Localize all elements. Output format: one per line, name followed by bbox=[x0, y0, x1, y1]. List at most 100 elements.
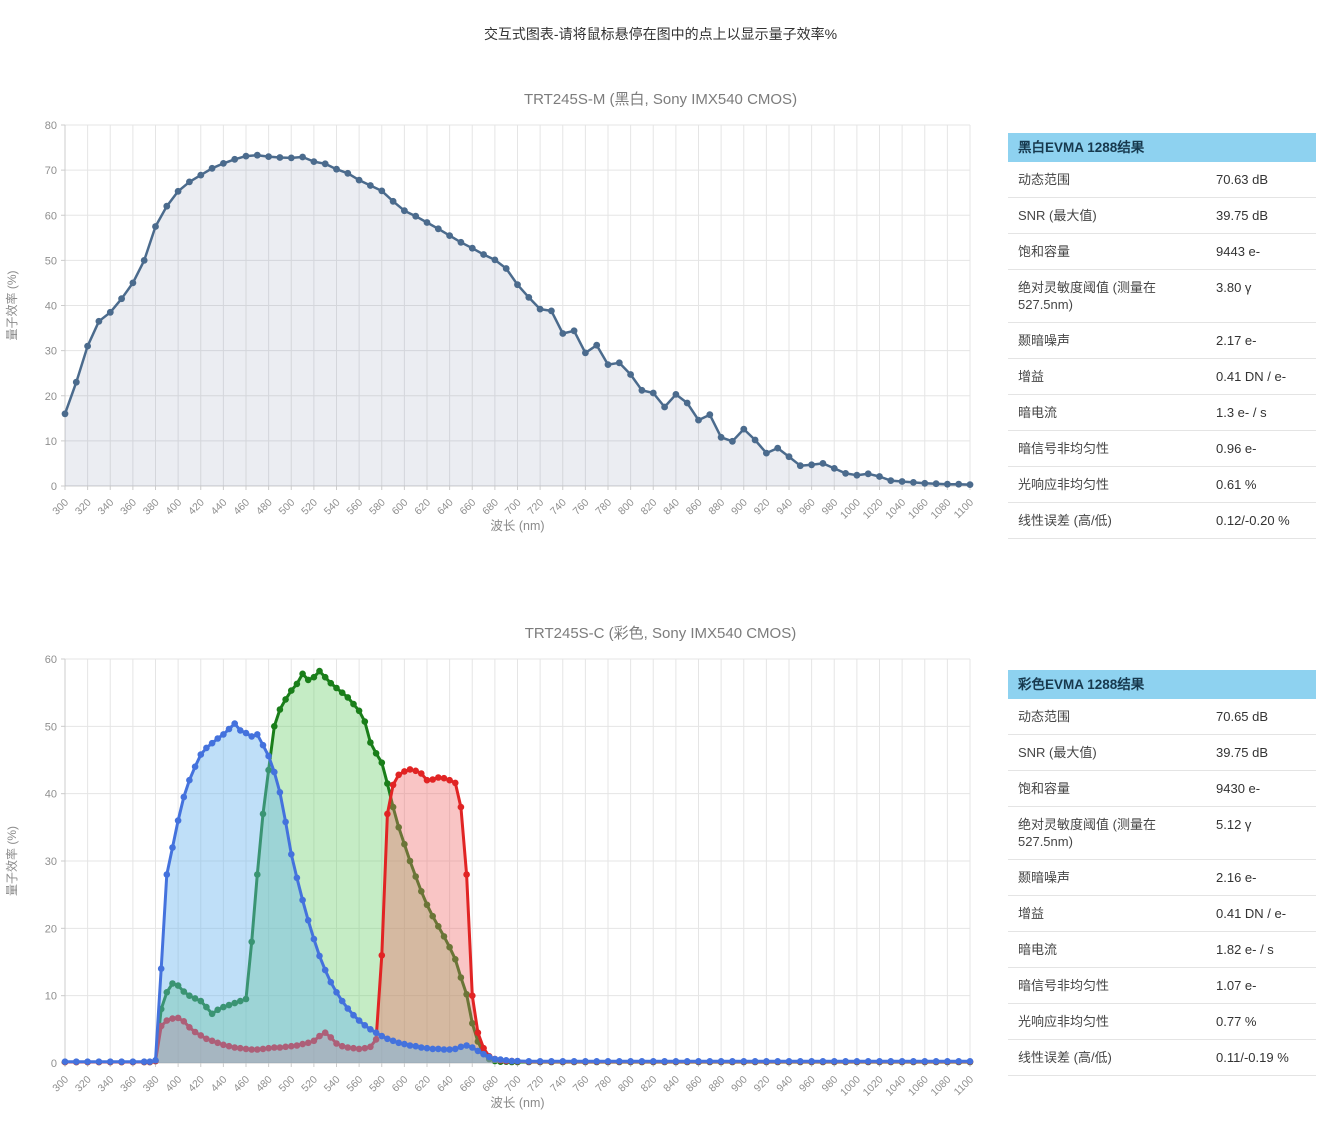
data-point[interactable] bbox=[361, 718, 369, 725]
data-point[interactable] bbox=[796, 462, 804, 470]
data-point[interactable] bbox=[740, 425, 748, 433]
data-point[interactable] bbox=[118, 1058, 125, 1065]
data-point[interactable] bbox=[418, 1044, 425, 1051]
data-point[interactable] bbox=[401, 1040, 408, 1048]
data-point[interactable] bbox=[429, 1045, 437, 1053]
data-point[interactable] bbox=[615, 359, 623, 367]
data-point[interactable] bbox=[887, 477, 895, 484]
data-point[interactable] bbox=[350, 1011, 357, 1019]
data-point[interactable] bbox=[288, 687, 295, 694]
data-point[interactable] bbox=[169, 1015, 176, 1022]
data-point[interactable] bbox=[299, 153, 306, 161]
data-point[interactable] bbox=[672, 391, 680, 398]
data-point[interactable] bbox=[186, 1024, 193, 1031]
data-point[interactable] bbox=[338, 997, 346, 1005]
data-point[interactable] bbox=[395, 771, 403, 779]
data-point[interactable] bbox=[921, 479, 929, 487]
data-point[interactable] bbox=[253, 871, 261, 878]
data-point[interactable] bbox=[237, 997, 244, 1005]
data-point[interactable] bbox=[225, 725, 233, 733]
data-point[interactable] bbox=[180, 1018, 188, 1025]
data-point[interactable] bbox=[412, 767, 420, 775]
data-point[interactable] bbox=[683, 1058, 691, 1065]
data-point[interactable] bbox=[282, 696, 289, 703]
data-point[interactable] bbox=[321, 966, 329, 974]
data-point[interactable] bbox=[446, 943, 453, 951]
data-point[interactable] bbox=[401, 207, 408, 215]
data-point[interactable] bbox=[412, 212, 420, 220]
data-point[interactable] bbox=[163, 871, 171, 878]
data-point[interactable] bbox=[321, 1029, 329, 1036]
data-point[interactable] bbox=[536, 305, 544, 313]
data-point[interactable] bbox=[729, 1058, 736, 1065]
data-point[interactable] bbox=[401, 840, 408, 848]
data-point[interactable] bbox=[429, 776, 437, 783]
data-point[interactable] bbox=[265, 153, 272, 160]
data-point[interactable] bbox=[350, 700, 357, 708]
data-point[interactable] bbox=[932, 1058, 940, 1065]
data-point[interactable] bbox=[304, 1039, 312, 1047]
data-point[interactable] bbox=[242, 1045, 250, 1053]
data-point[interactable] bbox=[525, 1058, 533, 1065]
data-point[interactable] bbox=[435, 1045, 442, 1053]
data-point[interactable] bbox=[73, 1058, 80, 1065]
data-point[interactable] bbox=[333, 684, 340, 692]
data-point[interactable] bbox=[446, 776, 453, 784]
data-point[interactable] bbox=[548, 307, 555, 315]
data-point[interactable] bbox=[412, 873, 420, 880]
data-point[interactable] bbox=[95, 317, 103, 325]
data-point[interactable] bbox=[191, 763, 199, 770]
data-point[interactable] bbox=[452, 1045, 459, 1053]
data-point[interactable] bbox=[146, 1058, 154, 1065]
data-point[interactable] bbox=[372, 1029, 380, 1036]
data-point[interactable] bbox=[203, 1003, 210, 1011]
data-point[interactable] bbox=[355, 1045, 363, 1053]
data-point[interactable] bbox=[853, 1058, 861, 1065]
data-point[interactable] bbox=[491, 1055, 499, 1063]
data-point[interactable] bbox=[536, 1058, 544, 1065]
data-point[interactable] bbox=[197, 1032, 205, 1039]
data-point[interactable] bbox=[180, 988, 188, 995]
data-point[interactable] bbox=[384, 810, 391, 818]
data-point[interactable] bbox=[910, 1058, 917, 1065]
data-point[interactable] bbox=[480, 1050, 487, 1058]
data-point[interactable] bbox=[316, 952, 323, 960]
data-point[interactable] bbox=[944, 480, 951, 488]
data-point[interactable] bbox=[808, 461, 815, 469]
data-point[interactable] bbox=[446, 1046, 453, 1053]
data-point[interactable] bbox=[265, 752, 272, 760]
data-point[interactable] bbox=[186, 776, 193, 784]
data-point[interactable] bbox=[423, 219, 431, 226]
data-point[interactable] bbox=[61, 410, 69, 418]
data-point[interactable] bbox=[129, 279, 137, 287]
data-point[interactable] bbox=[706, 1058, 714, 1065]
data-point[interactable] bbox=[259, 810, 267, 818]
data-point[interactable] bbox=[604, 361, 612, 368]
data-point[interactable] bbox=[508, 1057, 516, 1065]
data-point[interactable] bbox=[157, 965, 165, 972]
data-point[interactable] bbox=[944, 1058, 951, 1065]
data-point[interactable] bbox=[548, 1058, 555, 1065]
data-point[interactable] bbox=[174, 1014, 182, 1022]
data-point[interactable] bbox=[316, 1032, 323, 1040]
data-point[interactable] bbox=[367, 182, 374, 189]
data-point[interactable] bbox=[259, 1045, 267, 1053]
data-point[interactable] bbox=[174, 817, 182, 824]
data-point[interactable] bbox=[570, 327, 578, 335]
data-point[interactable] bbox=[423, 1044, 431, 1052]
data-point[interactable] bbox=[220, 1041, 227, 1049]
data-point[interactable] bbox=[276, 789, 284, 796]
data-point[interactable] bbox=[271, 768, 278, 776]
data-point[interactable] bbox=[785, 1058, 793, 1065]
data-point[interactable] bbox=[966, 1058, 974, 1065]
data-point[interactable] bbox=[271, 723, 278, 730]
data-point[interactable] bbox=[932, 480, 940, 488]
data-point[interactable] bbox=[344, 1044, 352, 1051]
data-point[interactable] bbox=[163, 1017, 171, 1024]
data-point[interactable] bbox=[344, 169, 352, 177]
data-point[interactable] bbox=[429, 912, 437, 920]
data-point[interactable] bbox=[638, 1058, 646, 1065]
data-point[interactable] bbox=[819, 460, 827, 467]
